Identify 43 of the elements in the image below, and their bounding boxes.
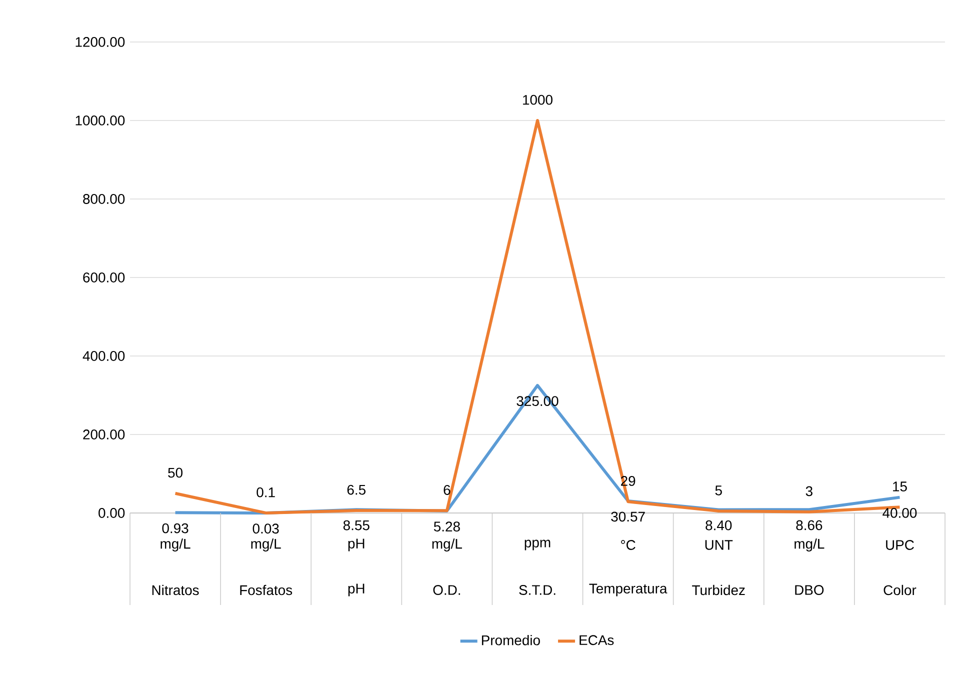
text: mg/L <box>160 538 190 552</box>
data-label: 3 <box>806 486 812 496</box>
x-tick-label: Fosfatos <box>240 584 292 596</box>
data-label: 8.66 <box>796 520 822 530</box>
legend-label: Promedio <box>482 635 540 646</box>
x-tick-label: pH <box>348 584 364 596</box>
y-tick-label: 1200.00 <box>76 37 125 47</box>
y-tick-label: 0.00 <box>98 508 125 518</box>
x-tick-label: Turbidez <box>692 584 745 596</box>
data-label: 5 <box>715 486 722 496</box>
x-tick-label: Temperatura <box>589 584 668 596</box>
x-tick-label: Nitratos <box>152 584 199 596</box>
legend-label: ECAs <box>580 635 614 646</box>
data-label: 15 <box>893 482 907 492</box>
y-tick-label: 200.00 <box>83 430 125 440</box>
data-label: 40.00 <box>882 508 917 518</box>
data-label: 5.28 <box>434 522 460 532</box>
y-tick-label: 600.00 <box>83 272 125 282</box>
x-tick-label: O.D. <box>433 585 460 595</box>
x-tick-label: S.T.D. <box>519 585 556 595</box>
text: mg/L <box>794 538 824 552</box>
data-label: 8.55 <box>343 520 370 530</box>
data-label: 6.5 <box>347 484 366 495</box>
text: mg/L <box>251 538 281 552</box>
data-label: 0.1 <box>256 487 275 498</box>
y-tick-label: 800.00 <box>83 194 125 204</box>
x-tick-label: DBO <box>795 585 824 595</box>
y-tick-label: 400.00 <box>82 351 125 361</box>
data-label: 0.03 <box>252 524 279 534</box>
data-label: 1000 <box>523 94 552 105</box>
text: ppm <box>524 540 550 550</box>
text: °C <box>621 540 636 550</box>
data-label: 0.93 <box>162 523 188 534</box>
data-label: 50 <box>168 468 182 478</box>
data-label: 30.57 <box>611 512 645 522</box>
text: mg/L <box>432 538 462 552</box>
x-tick-label: Color <box>884 584 916 596</box>
text: UPC <box>886 540 914 550</box>
data-label: 6 <box>444 485 450 495</box>
data-label: 8.40 <box>706 520 732 530</box>
text: pH <box>348 538 364 552</box>
y-tick-label: 1000.00 <box>76 116 125 126</box>
text: UNT <box>705 540 733 550</box>
